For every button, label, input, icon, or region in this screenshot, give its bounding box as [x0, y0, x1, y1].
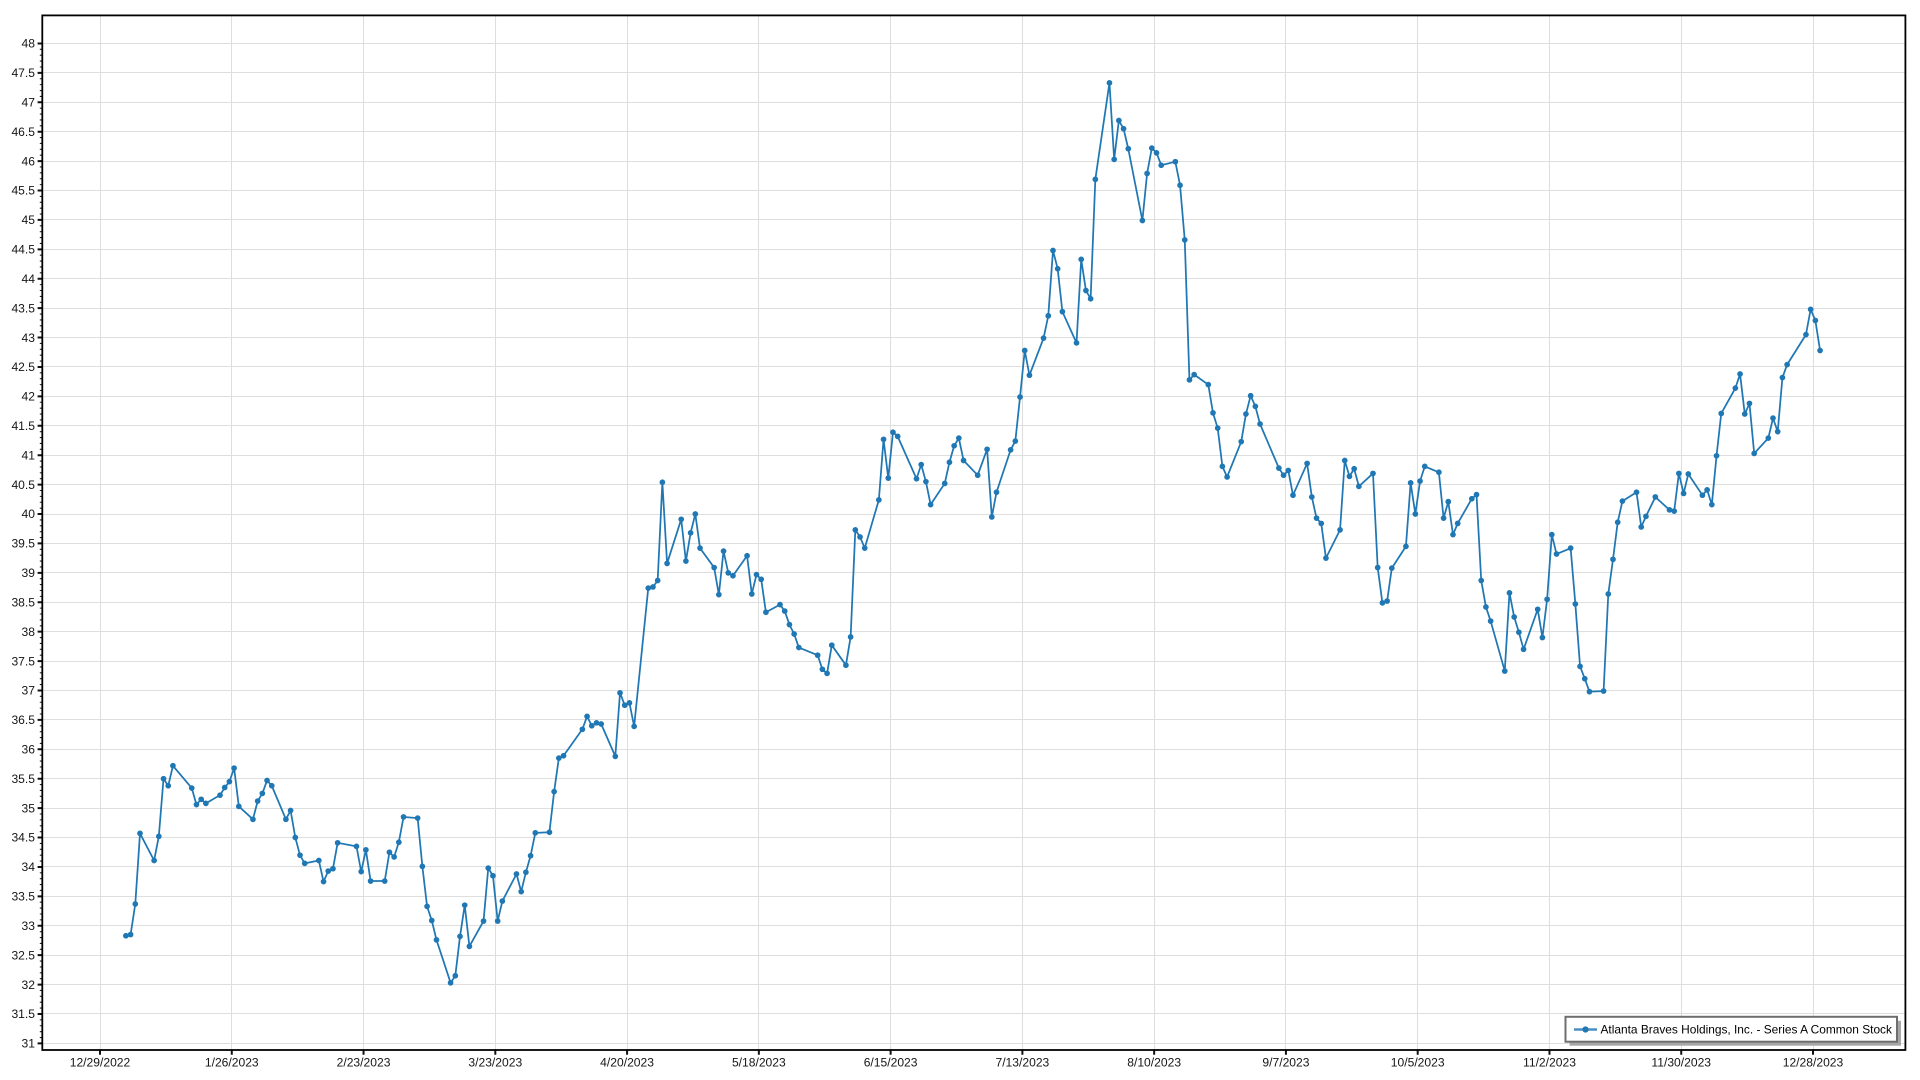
svg-text:12/29/2022: 12/29/2022	[70, 1056, 131, 1070]
svg-text:Atlanta Braves Holdings, Inc.: Atlanta Braves Holdings, Inc. - Series A…	[1601, 1022, 1893, 1036]
svg-text:10/5/2023: 10/5/2023	[1391, 1056, 1445, 1070]
svg-text:44.5: 44.5	[11, 243, 35, 257]
svg-text:38.5: 38.5	[11, 595, 35, 609]
svg-text:42.5: 42.5	[11, 360, 35, 374]
svg-text:36: 36	[22, 743, 36, 757]
svg-text:9/7/2023: 9/7/2023	[1262, 1056, 1309, 1070]
svg-text:1/26/2023: 1/26/2023	[205, 1056, 259, 1070]
svg-text:35.5: 35.5	[11, 772, 35, 786]
svg-text:7/13/2023: 7/13/2023	[995, 1056, 1049, 1070]
svg-text:40.5: 40.5	[11, 478, 35, 492]
svg-text:4/20/2023: 4/20/2023	[600, 1056, 654, 1070]
svg-text:40: 40	[22, 507, 36, 521]
svg-text:38: 38	[22, 625, 36, 639]
svg-text:33.5: 33.5	[11, 890, 35, 904]
svg-text:41.5: 41.5	[11, 419, 35, 433]
svg-text:6/15/2023: 6/15/2023	[864, 1056, 918, 1070]
svg-text:33: 33	[22, 919, 36, 933]
svg-text:31.5: 31.5	[11, 1007, 35, 1021]
svg-text:43.5: 43.5	[11, 301, 35, 315]
svg-text:3/23/2023: 3/23/2023	[468, 1056, 522, 1070]
svg-text:32.5: 32.5	[11, 948, 35, 962]
svg-text:45.5: 45.5	[11, 184, 35, 198]
svg-text:45: 45	[22, 213, 36, 227]
svg-text:36.5: 36.5	[11, 713, 35, 727]
svg-text:5/18/2023: 5/18/2023	[732, 1056, 786, 1070]
svg-text:39: 39	[22, 566, 36, 580]
svg-text:8/10/2023: 8/10/2023	[1127, 1056, 1181, 1070]
svg-text:32: 32	[22, 978, 36, 992]
svg-text:41: 41	[22, 448, 36, 462]
svg-text:44: 44	[22, 272, 36, 286]
svg-text:48: 48	[22, 37, 36, 51]
svg-text:47: 47	[22, 95, 36, 109]
svg-text:35: 35	[22, 801, 36, 815]
svg-text:46: 46	[22, 154, 36, 168]
svg-text:34.5: 34.5	[11, 831, 35, 845]
svg-text:12/28/2023: 12/28/2023	[1783, 1056, 1844, 1070]
svg-text:42: 42	[22, 390, 36, 404]
svg-text:39.5: 39.5	[11, 537, 35, 551]
svg-text:31: 31	[22, 1037, 36, 1051]
svg-text:2/23/2023: 2/23/2023	[337, 1056, 391, 1070]
svg-text:43: 43	[22, 331, 36, 345]
svg-text:34: 34	[22, 860, 36, 874]
svg-text:37: 37	[22, 684, 36, 698]
svg-text:11/2/2023: 11/2/2023	[1523, 1056, 1576, 1070]
svg-text:47.5: 47.5	[11, 66, 35, 80]
svg-text:11/30/2023: 11/30/2023	[1651, 1056, 1711, 1070]
svg-text:37.5: 37.5	[11, 654, 35, 668]
svg-text:46.5: 46.5	[11, 125, 35, 139]
